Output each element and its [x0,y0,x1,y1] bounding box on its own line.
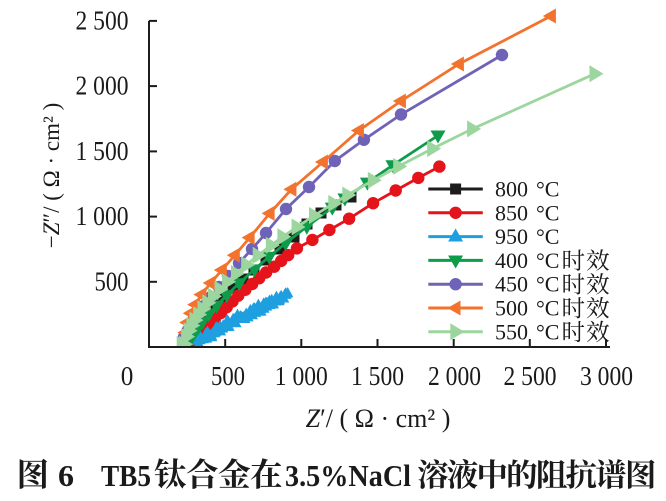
svg-text:800: 800 [495,177,528,202]
svg-text:−Z″/ ( Ω · cm² ): −Z″/ ( Ω · cm² ) [39,103,64,249]
svg-text:2 000: 2 000 [76,71,129,101]
svg-text:1 000: 1 000 [275,361,328,391]
svg-text:°C: °C [536,248,559,273]
svg-text:3.5%NaCl: 3.5%NaCl [285,458,411,493]
svg-text:500: 500 [211,361,245,391]
svg-text:2 000: 2 000 [428,361,481,391]
svg-text:°C: °C [536,177,559,202]
svg-text:500: 500 [495,296,528,321]
svg-text:TB5: TB5 [101,458,151,493]
svg-text:1 500: 1 500 [76,136,129,166]
svg-text:°C: °C [536,200,559,225]
svg-text:550: 550 [495,319,528,344]
svg-text:6: 6 [58,458,74,493]
svg-text:2 500: 2 500 [504,361,557,391]
svg-text:400: 400 [495,248,528,273]
svg-text:°C: °C [536,296,559,321]
svg-text:0: 0 [121,361,134,391]
svg-text:450: 450 [495,272,528,297]
svg-text:°C: °C [536,224,559,249]
svg-text:500: 500 [95,266,129,296]
svg-text:°C: °C [536,319,559,344]
svg-text:2 500: 2 500 [76,5,129,35]
svg-text:1 000: 1 000 [76,201,129,231]
svg-text:850: 850 [495,200,528,225]
svg-text:3 000: 3 000 [580,361,633,391]
svg-text:950: 950 [495,224,528,249]
svg-text:Z′/ ( Ω · cm² ): Z′/ ( Ω · cm² ) [306,404,451,433]
svg-text:°C: °C [536,272,559,297]
svg-text:1 500: 1 500 [351,361,404,391]
